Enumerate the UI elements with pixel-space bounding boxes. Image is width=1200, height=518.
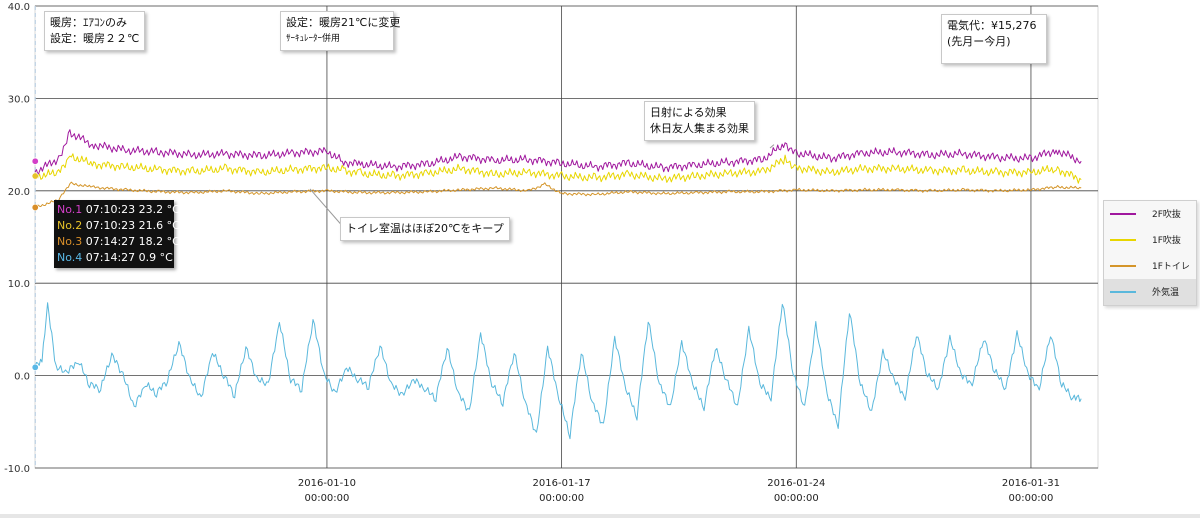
legend-swatch — [1110, 239, 1136, 241]
plot-frame — [34, 5, 1099, 469]
x-tick-label: 00:00:00 — [774, 493, 819, 504]
y-axis: 40.0 30.0 20.0 10.0 0.0 -10.0 — [4, 2, 30, 475]
tooltip-value: 21.6 °C — [138, 219, 180, 232]
legend-label: 1F吹抜 — [1152, 236, 1181, 246]
x-tick-label: 2016-01-24 — [767, 478, 825, 489]
x-tick-label: 2016-01-31 — [1002, 478, 1060, 489]
annotation-line: 設定：暖房21℃に変更 — [286, 16, 401, 29]
y-tick-label: 0.0 — [14, 372, 30, 383]
legend-item-1f[interactable]: 1F吹抜 — [1104, 227, 1196, 253]
series-line-3 — [34, 302, 1082, 440]
annotation-line: ｻｰｷｭﾚｰﾀｰ併用 — [286, 34, 341, 44]
tooltip-time: 07:10:23 — [85, 203, 136, 216]
tooltip-time: 07:14:27 — [85, 235, 136, 248]
legend-item-outdoor[interactable]: 外気温 — [1104, 279, 1196, 305]
legend-label: 1Fトイレ — [1152, 262, 1190, 272]
tooltip-label: No.2 — [57, 219, 83, 232]
annotation-toilet-temp: トイレ室温はほぼ20℃をキープ — [340, 217, 510, 241]
annotation-line: 日射による効果 — [650, 106, 727, 119]
annotation-line: 休日友人集まる効果 — [650, 122, 749, 135]
cursor-marker — [31, 172, 39, 180]
tooltip-value: 0.9 °C — [138, 251, 173, 264]
tooltip-value: 18.2 °C — [138, 235, 180, 248]
y-tick-label: 30.0 — [8, 94, 30, 105]
y-tick-label: 40.0 — [8, 2, 30, 13]
leader-line — [309, 188, 346, 230]
legend-item-toilet[interactable]: 1Fトイレ — [1104, 253, 1196, 279]
tooltip-value: 23.2 °C — [138, 203, 180, 216]
y-tick-label: 20.0 — [8, 187, 30, 198]
cursor-marker — [31, 157, 39, 165]
y-tick-label: 10.0 — [8, 279, 30, 290]
legend-item-2f[interactable]: 2F吹抜 — [1104, 201, 1196, 227]
x-tick-label: 2016-01-17 — [533, 478, 591, 489]
annotation-line: (先月ー今月) — [947, 35, 1011, 48]
series-line-2 — [35, 181, 1082, 208]
tooltip-label: No.4 — [57, 251, 83, 264]
legend: 2F吹抜 1F吹抜 1Fトイレ 外気温 — [1103, 200, 1197, 306]
tooltip-label: No.1 — [57, 203, 83, 216]
y-tick-label: -10.0 — [4, 464, 30, 475]
series-line-1 — [34, 153, 1082, 184]
annotation-sun-effect: 日射による効果 休日友人集まる効果 — [644, 101, 755, 141]
tooltip-time: 07:10:23 — [85, 219, 136, 232]
tooltip-time: 07:14:27 — [85, 251, 136, 264]
legend-label: 2F吹抜 — [1152, 210, 1181, 220]
tooltip-row: No.3 07:14:27 18.2 °C — [57, 234, 180, 250]
legend-label: 外気温 — [1152, 288, 1180, 298]
annotation-setting-change: 設定：暖房21℃に変更 ｻｰｷｭﾚｰﾀｰ併用 — [280, 11, 401, 51]
x-tick-label: 00:00:00 — [1008, 493, 1053, 504]
cursor-marker — [31, 363, 39, 371]
tooltip-row: No.1 07:10:23 23.2 °C — [57, 202, 180, 218]
tooltip-row: No.4 07:14:27 0.9 °C — [57, 250, 173, 266]
annotation-heating-initial: 暖房：ｴｱｺﾝのみ 設定：暖房２２℃ — [44, 11, 146, 51]
grid — [34, 5, 1099, 469]
annotation-line: 暖房：ｴｱｺﾝのみ — [50, 16, 127, 29]
legend-swatch — [1110, 265, 1136, 267]
annotation-electricity-cost: 電気代：¥15,276 (先月ー今月) — [941, 14, 1047, 64]
x-axis: 2016-01-10 00:00:00 2016-01-17 00:00:00 2016… — [298, 478, 1060, 504]
legend-swatch — [1110, 291, 1136, 293]
annotation-line: トイレ室温はほぼ20℃をキープ — [346, 222, 504, 235]
annotation-line: 電気代：¥15,276 — [947, 19, 1037, 32]
cursor-marker — [31, 203, 39, 211]
x-tick-label: 2016-01-10 — [298, 478, 356, 489]
tooltip-row: No.2 07:10:23 21.6 °C — [57, 218, 180, 234]
leader-line — [769, 144, 775, 149]
annotation-line: 設定：暖房２２℃ — [50, 32, 140, 45]
tooltip-label: No.3 — [57, 235, 83, 248]
horizontal-scrollbar[interactable] — [0, 514, 1200, 518]
x-tick-label: 00:00:00 — [539, 493, 584, 504]
cursor-tooltip: No.1 07:10:23 23.2 °C No.2 07:10:23 21.6… — [54, 200, 180, 268]
series-line-0 — [34, 129, 1082, 176]
plot-area — [31, 6, 1082, 468]
annotation-leaders — [309, 144, 775, 230]
x-tick-label: 00:00:00 — [304, 493, 349, 504]
legend-swatch — [1110, 213, 1136, 215]
